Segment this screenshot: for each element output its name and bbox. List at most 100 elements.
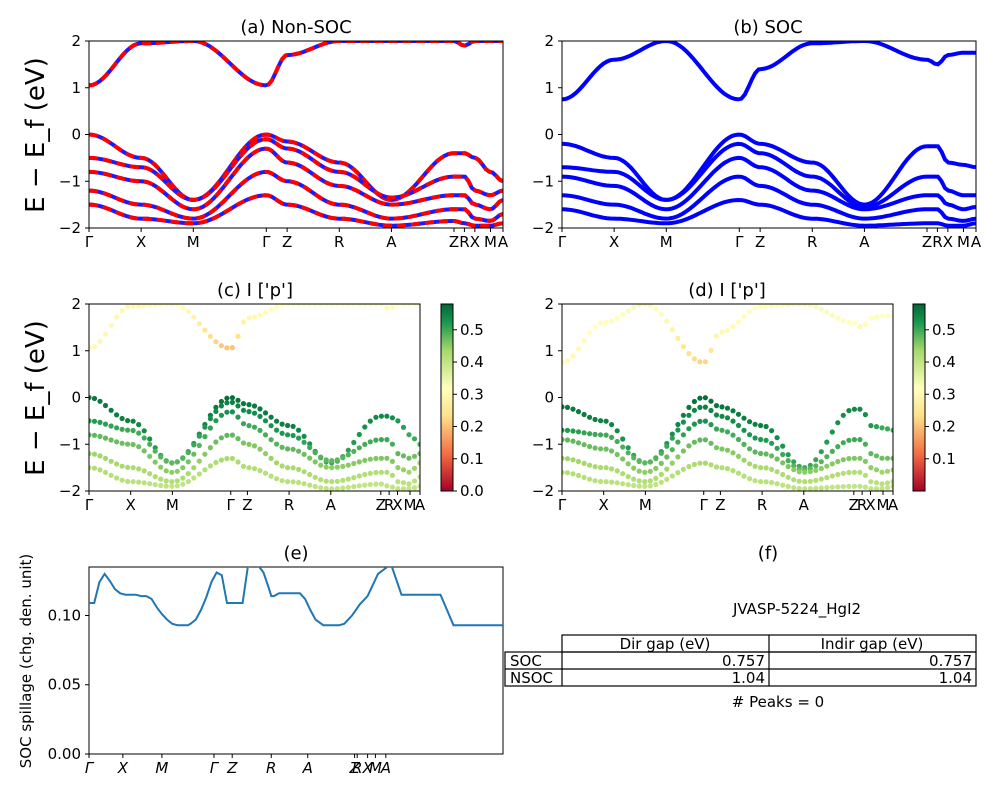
- band-point: [340, 304, 346, 307]
- band-point: [406, 432, 412, 438]
- band-point: [758, 304, 764, 309]
- band-point: [658, 460, 664, 466]
- band-point: [268, 473, 274, 479]
- band-point: [202, 327, 208, 333]
- band-point: [384, 413, 390, 419]
- x-tick-label: Z: [282, 233, 292, 251]
- band-point: [631, 476, 637, 482]
- band-point: [719, 329, 725, 335]
- band-point: [686, 412, 692, 418]
- band-point: [169, 469, 175, 475]
- ylabel-row2: E − E_f (eV): [21, 320, 51, 476]
- band-point: [769, 440, 775, 446]
- band-point: [680, 466, 687, 472]
- band-point: [218, 398, 224, 405]
- band-point: [229, 432, 235, 438]
- band-point: [581, 411, 587, 418]
- x-tick-label: R: [807, 233, 817, 251]
- band-point: [791, 477, 797, 483]
- band-point: [664, 318, 670, 324]
- band-point: [592, 478, 598, 484]
- band-point: [747, 419, 753, 425]
- band-point: [564, 427, 571, 433]
- band-point: [356, 483, 362, 489]
- band-point: [752, 449, 758, 455]
- panel-b-title: (b) SOC: [733, 17, 802, 38]
- band-point: [824, 485, 830, 491]
- band-point: [246, 441, 252, 447]
- band-point: [147, 481, 153, 487]
- band-point: [89, 432, 92, 438]
- band-point: [669, 327, 675, 333]
- band-point: [307, 455, 313, 461]
- band-point: [614, 438, 620, 445]
- band-point: [180, 304, 186, 310]
- band-point: [636, 483, 642, 489]
- colorbar-d-ticks: 0.1 0.2 0.3 0.4 0.5: [925, 321, 956, 468]
- band-point: [240, 319, 247, 325]
- band-point: [246, 423, 252, 429]
- band-point: [329, 304, 335, 307]
- band-point: [620, 471, 626, 477]
- band-point: [807, 486, 813, 491]
- axes-frame: [88, 303, 421, 492]
- band-point: [262, 309, 269, 315]
- band-point: [680, 419, 687, 425]
- band-point: [614, 468, 620, 474]
- x-tick-label: M: [639, 496, 652, 514]
- band-point: [669, 460, 675, 466]
- band-point: [395, 486, 401, 491]
- band-point: [581, 430, 587, 436]
- band-point: [389, 458, 395, 464]
- x-tick-label: Γ: [85, 759, 95, 777]
- band-point: [213, 439, 219, 445]
- band-point: [240, 463, 247, 469]
- band-point: [417, 304, 420, 307]
- band-point: [373, 437, 379, 443]
- band-point: [389, 304, 395, 310]
- band-point: [400, 424, 407, 430]
- band-point: [747, 461, 753, 467]
- band-point: [334, 478, 340, 484]
- x-tick-label: A: [971, 233, 982, 251]
- plot-area: [562, 41, 976, 228]
- x-tick-label: A: [302, 759, 313, 777]
- band-point: [752, 435, 758, 441]
- band-point: [603, 319, 609, 326]
- band-point: [389, 415, 395, 421]
- band-point: [587, 414, 593, 420]
- band-point: [207, 463, 213, 469]
- band-point: [395, 418, 401, 424]
- band-point: [169, 304, 175, 307]
- colorbar-tick-label: 0.2: [932, 418, 956, 436]
- band-point: [846, 408, 852, 414]
- x-tick-label: M: [484, 233, 497, 251]
- panel-d-title: (d) I ['p']: [688, 280, 766, 301]
- band-point: [417, 451, 420, 457]
- x-tick-label: R: [334, 233, 344, 251]
- band-point: [603, 465, 609, 471]
- band-point: [240, 440, 247, 446]
- band-point: [307, 304, 313, 307]
- band-point: [873, 453, 880, 459]
- band-point: [868, 465, 874, 471]
- band-point: [675, 421, 681, 428]
- band-point: [279, 430, 285, 436]
- band-point: [829, 448, 835, 454]
- band-point: [340, 463, 346, 469]
- band-point: [169, 460, 175, 466]
- x-tick-label: A: [326, 496, 337, 514]
- y-tick-label: 0: [544, 126, 554, 144]
- band-point: [785, 463, 791, 470]
- band-point: [713, 464, 720, 470]
- band-line: [89, 193, 503, 228]
- band-point: [691, 421, 698, 427]
- band-point: [758, 465, 764, 471]
- axes-frame: [88, 566, 504, 755]
- band-point: [400, 480, 407, 486]
- band-point: [367, 304, 373, 307]
- band-point: [614, 451, 620, 458]
- x-tick-label: A: [498, 233, 509, 251]
- band-point: [323, 457, 329, 463]
